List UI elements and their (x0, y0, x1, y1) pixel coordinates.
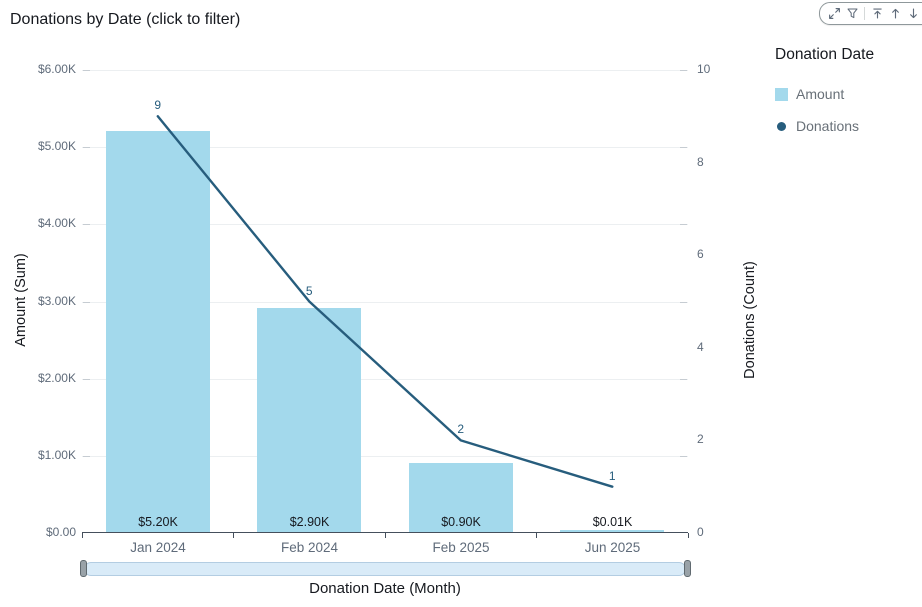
bar-value-label: $5.20K (138, 515, 178, 529)
y-axis-tick-label: $3.00K (37, 293, 76, 308)
x-axis-title: Donation Date (Month) (309, 580, 461, 597)
x-axis-tick-mark (384, 533, 386, 538)
gridline (82, 70, 688, 71)
y-axis-tick-label: 2 (697, 432, 704, 447)
y-axis-tick-label: 0 (697, 525, 704, 539)
y-axis-tick-label: $5.00K (37, 139, 76, 154)
plot-area[interactable] (81, 70, 689, 538)
x-axis-tick-mark (81, 533, 83, 538)
gridline (82, 378, 688, 380)
gridline (82, 224, 688, 226)
bar-value-labels: $5.20K $2.90K $0.90K $0.01K (82, 515, 688, 531)
right-tick-mark (680, 455, 687, 457)
legend-item-donations[interactable]: Donations (775, 118, 915, 134)
right-axis-title: Donations (Count) (742, 261, 758, 379)
x-axis-tick-mark (233, 533, 234, 538)
y-axis-tick-label: 4 (697, 339, 704, 354)
legend-title: Donation Date (775, 46, 875, 63)
amount-swatch-icon (775, 87, 788, 101)
left-tick-mark (83, 455, 90, 457)
x-axis-tick-labels: Jan 2024 Feb 2024 Feb 2025 Jun 2025 (82, 540, 688, 558)
move-down-icon[interactable] (906, 6, 921, 21)
donations-swatch-icon (777, 121, 786, 131)
legend-item-amount[interactable]: Amount (775, 86, 915, 102)
bar-jan-2024[interactable] (105, 130, 210, 532)
y-axis-tick-label: 8 (697, 154, 704, 169)
left-axis-tick-labels: $6.00K $5.00K $4.00K $3.00K $2.00K $1.00K $0.0… (0, 62, 76, 539)
date-range-slider-track[interactable] (84, 562, 686, 576)
visual-toolbar (819, 2, 922, 25)
y-axis-tick-label: 10 (697, 62, 711, 76)
gridline (82, 455, 688, 457)
bar-value-label: $2.90K (289, 515, 330, 529)
right-tick-mark (680, 70, 687, 71)
legend-item-label: Amount (796, 86, 845, 102)
right-tick-mark (680, 301, 687, 303)
left-tick-mark (83, 70, 90, 71)
left-tick-mark (83, 378, 90, 380)
chart-title: Donations by Date (click to filter) (10, 11, 241, 28)
y-axis-tick-label: $1.00K (37, 447, 76, 462)
gridline (82, 147, 688, 149)
slider-handle-right[interactable] (684, 560, 691, 577)
y-axis-tick-label: $2.00K (37, 370, 76, 385)
donations-line[interactable] (82, 70, 688, 533)
gridline (82, 301, 688, 303)
legend: Donation Date Amount Donations (775, 46, 915, 150)
bar-value-label: $0.01K (592, 515, 633, 529)
bar-feb-2024[interactable] (257, 308, 362, 532)
y-axis-tick-label: $4.00K (37, 216, 76, 231)
y-axis-tick-label: $6.00K (37, 62, 76, 76)
x-axis-tick-label: Jan 2024 (130, 540, 186, 555)
bar-jun-2025[interactable] (560, 530, 665, 532)
right-axis-tick-labels: 10 8 6 4 2 0 (697, 62, 737, 539)
move-to-top-icon[interactable] (870, 6, 885, 21)
slider-handle-left[interactable] (80, 560, 87, 577)
left-tick-mark (83, 301, 90, 303)
y-axis-tick-label: $0.00 (45, 525, 76, 539)
y-axis-tick-label: 6 (697, 247, 704, 262)
bar-feb-2025[interactable] (408, 462, 513, 532)
legend-item-label: Donations (796, 118, 860, 134)
left-tick-mark (83, 224, 90, 226)
toolbar-separator (864, 7, 865, 20)
x-axis-tick-mark (536, 533, 537, 538)
bar-value-label: $0.90K (441, 515, 481, 529)
x-axis-line (82, 531, 688, 533)
right-tick-mark (680, 147, 687, 149)
move-up-icon[interactable] (888, 6, 903, 21)
right-tick-mark (680, 378, 687, 380)
x-axis-tick-mark (687, 533, 689, 538)
expand-icon[interactable] (827, 6, 842, 21)
x-axis-tick-label: Jun 2025 (584, 540, 641, 555)
left-tick-mark (83, 147, 90, 149)
x-axis-tick-label: Feb 2024 (280, 540, 339, 555)
right-tick-mark (680, 224, 687, 226)
left-axis-title: Amount (Sum) (13, 253, 29, 347)
x-axis-tick-label: Feb 2025 (432, 540, 490, 555)
filter-icon[interactable] (845, 6, 860, 21)
